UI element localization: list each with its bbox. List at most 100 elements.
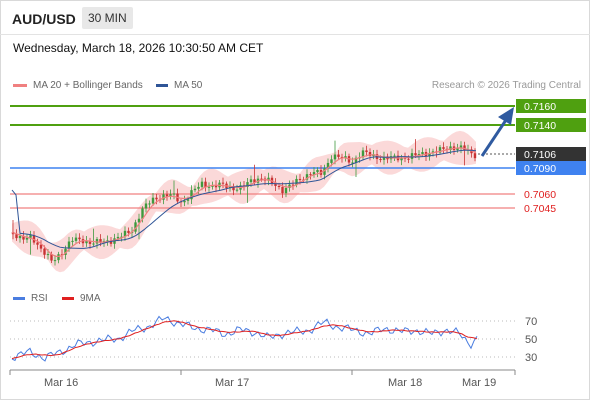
candle-body: [298, 178, 302, 180]
candle-body: [109, 240, 113, 244]
candle-body: [351, 162, 354, 164]
candle-body: [200, 181, 204, 187]
candle-body: [53, 260, 57, 262]
candle-body: [50, 254, 53, 261]
candle-body: [141, 208, 144, 219]
candle-body: [228, 186, 232, 189]
candle-body: [123, 230, 127, 237]
candle-body: [46, 254, 50, 256]
candle-body: [274, 183, 277, 187]
price-label-0.7140: 0.7140: [524, 120, 556, 132]
candle-body: [169, 194, 172, 197]
candle-body: [309, 174, 312, 176]
label-bg-0.7140: [516, 118, 586, 132]
candle-body: [95, 239, 99, 244]
candle-body: [421, 152, 424, 155]
candle-body: [246, 182, 249, 187]
candle-body: [295, 178, 298, 186]
candle-body: [190, 190, 193, 200]
legend-rsi-label: RSI: [31, 293, 48, 304]
timestamp: Wednesday, March 18, 2026 10:30:50 AM CE…: [13, 41, 264, 55]
candle-body: [410, 153, 414, 159]
candle-body: [305, 174, 309, 180]
rsi-9ma-line: [11, 320, 478, 360]
candle-body: [281, 186, 284, 194]
rsi-axis-70: 70: [525, 316, 537, 328]
candle-body: [172, 193, 176, 195]
legend-9ma-label: 9MA: [80, 293, 101, 304]
price-label-last: 0.7106: [524, 149, 556, 161]
time-label-mar19: Mar 19: [462, 377, 496, 389]
label-bg-0.7090: [516, 161, 586, 175]
candle-body: [137, 218, 141, 223]
candle-body: [326, 162, 330, 169]
candle-body: [32, 235, 36, 243]
candle-body: [379, 159, 382, 161]
candle-body: [232, 186, 235, 191]
candle-body: [43, 248, 46, 255]
candle-body: [39, 244, 43, 249]
candle-body: [120, 236, 123, 238]
candle-body: [463, 145, 466, 151]
copyright-notice: Research © 2026 Trading Central: [431, 80, 581, 91]
price-pane: [10, 105, 515, 273]
label-bg-0.7160: [516, 99, 586, 113]
candle-body: [214, 185, 218, 188]
time-label-mar18: Mar 18: [388, 377, 422, 389]
candle-body: [337, 154, 340, 157]
candle-body: [99, 239, 102, 243]
candle-body: [333, 154, 337, 160]
candle-body: [330, 159, 333, 163]
candle-body: [382, 156, 386, 160]
candle-body: [253, 179, 256, 183]
candle-body: [207, 186, 211, 188]
candle-body: [438, 147, 442, 153]
candle-body: [29, 235, 32, 238]
candle-body: [393, 155, 396, 157]
price-label-0.7045: 0.7045: [524, 203, 556, 215]
price-labels: 0.7160 0.7140 0.7106 0.7090 0.7060 0.704…: [516, 99, 586, 215]
candle-body: [151, 197, 155, 204]
legend-9ma: 9MA: [62, 293, 101, 304]
candle-body: [291, 184, 295, 186]
candle-body: [204, 181, 207, 188]
candle-body: [267, 177, 270, 181]
rsi-pane: 70 50 30: [10, 315, 537, 364]
price-label-0.7060: 0.7060: [524, 189, 556, 201]
candle-body: [323, 168, 326, 175]
candle-body: [18, 235, 22, 239]
candle-body: [288, 184, 291, 188]
candle-body: [116, 236, 120, 239]
candle-body: [197, 186, 200, 189]
candle-body: [428, 153, 431, 157]
candle-body: [235, 189, 239, 191]
candle-body: [312, 172, 316, 175]
candlesticks: [11, 139, 477, 266]
candle-body: [260, 178, 263, 180]
candle-body: [155, 197, 158, 200]
candle-body: [85, 240, 88, 244]
candle-body: [162, 194, 165, 200]
ma50-swatch: [156, 84, 168, 87]
candle-body: [183, 200, 186, 203]
timeframe-badge[interactable]: 30 MIN: [82, 7, 133, 29]
candle-body: [365, 150, 368, 153]
candle-body: [134, 222, 137, 232]
candle-body: [78, 237, 81, 240]
candle-body: [340, 156, 344, 158]
candle-body: [407, 158, 410, 160]
candle-body: [22, 235, 25, 240]
candle-body: [15, 234, 18, 239]
chart-header: AUD/USD 30 MIN: [0, 0, 590, 35]
symbol-title: AUD/USD: [12, 11, 76, 27]
candle-body: [354, 157, 358, 163]
time-label-mar16: Mar 16: [44, 377, 78, 389]
candle-body: [361, 150, 365, 158]
candle-body: [456, 148, 459, 151]
candle-body: [36, 242, 39, 245]
rsi-swatch: [13, 297, 25, 300]
price-label-0.7160: 0.7160: [524, 101, 556, 113]
candle-body: [57, 254, 60, 261]
candle-body: [316, 169, 319, 173]
